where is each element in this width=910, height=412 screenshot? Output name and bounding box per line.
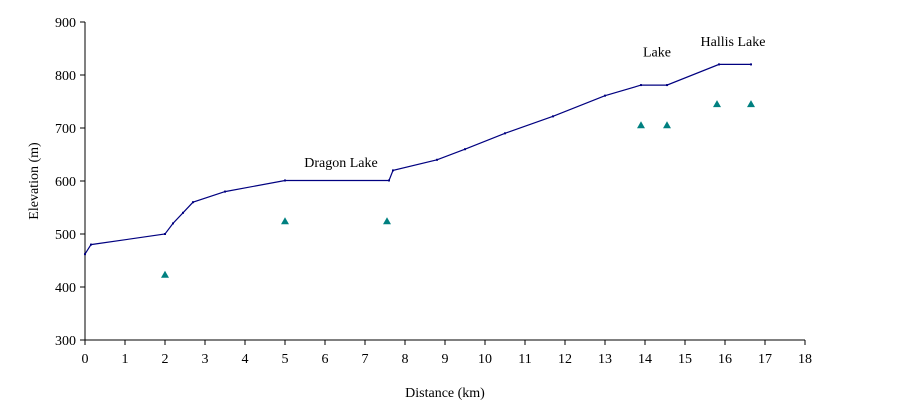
profile-point — [552, 115, 554, 118]
x-tick-label: 1 — [122, 352, 129, 367]
triangle-marker — [637, 121, 645, 129]
profile-point — [666, 84, 668, 87]
profile-point — [182, 211, 184, 214]
profile-point — [392, 169, 394, 172]
profile-point — [224, 190, 226, 193]
y-tick-label: 400 — [55, 281, 76, 296]
profile-point — [84, 253, 86, 256]
y-axis-ticks: 300 400 500 600 700 800 900 — [55, 16, 85, 349]
x-axis-title: Distance (km) — [405, 386, 485, 401]
triangle-marker — [281, 217, 289, 225]
axes — [84, 22, 805, 341]
lake-label: Dragon Lake — [304, 156, 377, 171]
profile-point — [192, 201, 194, 204]
profile-point — [436, 158, 438, 161]
profile-point — [718, 63, 720, 66]
profile-point — [750, 63, 752, 66]
x-tick-label: 14 — [638, 352, 652, 367]
x-tick-label: 18 — [798, 352, 812, 367]
profile-point — [388, 179, 390, 182]
x-tick-label: 13 — [598, 352, 612, 367]
profile-point — [90, 243, 92, 246]
x-tick-label: 10 — [478, 352, 492, 367]
y-tick-label: 600 — [55, 175, 76, 190]
x-tick-label: 17 — [758, 352, 772, 367]
y-tick-label: 500 — [55, 228, 76, 243]
profile-point — [464, 148, 466, 151]
x-tick-label: 0 — [82, 352, 89, 367]
y-tick-label: 800 — [55, 69, 76, 84]
y-tick-label: 700 — [55, 122, 76, 137]
triangle-marker — [161, 270, 169, 278]
x-tick-label: 16 — [718, 352, 732, 367]
x-axis-ticks: 0 1 2 3 4 5 6 7 8 9 10 11 12 13 14 15 16 17 18 — [82, 340, 812, 367]
profile-point — [172, 222, 174, 225]
profile-point — [640, 84, 642, 87]
x-tick-label: 6 — [322, 352, 329, 367]
y-tick-label: 900 — [55, 16, 76, 31]
triangle-marker — [663, 121, 671, 129]
x-tick-label: 9 — [442, 352, 449, 367]
triangle-marker — [713, 100, 721, 108]
x-tick-label: 15 — [678, 352, 692, 367]
x-tick-label: 7 — [362, 352, 369, 367]
x-tick-label: 3 — [202, 352, 209, 367]
y-tick-label: 300 — [55, 334, 76, 349]
series-layer — [84, 63, 755, 278]
profile-point — [604, 94, 606, 97]
profile-point — [164, 233, 166, 235]
x-tick-label: 11 — [518, 352, 531, 367]
triangle-marker — [383, 217, 391, 225]
elevation-profile-line — [84, 63, 751, 255]
lake-label: Lake — [643, 45, 671, 60]
profile-point — [504, 132, 506, 135]
triangle-marker — [747, 100, 755, 108]
lake-label: Hallis Lake — [701, 35, 766, 50]
x-tick-label: 12 — [558, 352, 572, 367]
profile-point — [284, 179, 286, 182]
annotations-layer: Dragon Lake Lake Hallis Lake — [304, 35, 765, 171]
y-axis-title: Elevation (m) — [27, 142, 42, 220]
x-tick-label: 8 — [402, 352, 409, 367]
x-tick-label: 4 — [242, 352, 249, 367]
x-tick-label: 5 — [282, 352, 289, 367]
x-tick-label: 2 — [162, 352, 169, 367]
